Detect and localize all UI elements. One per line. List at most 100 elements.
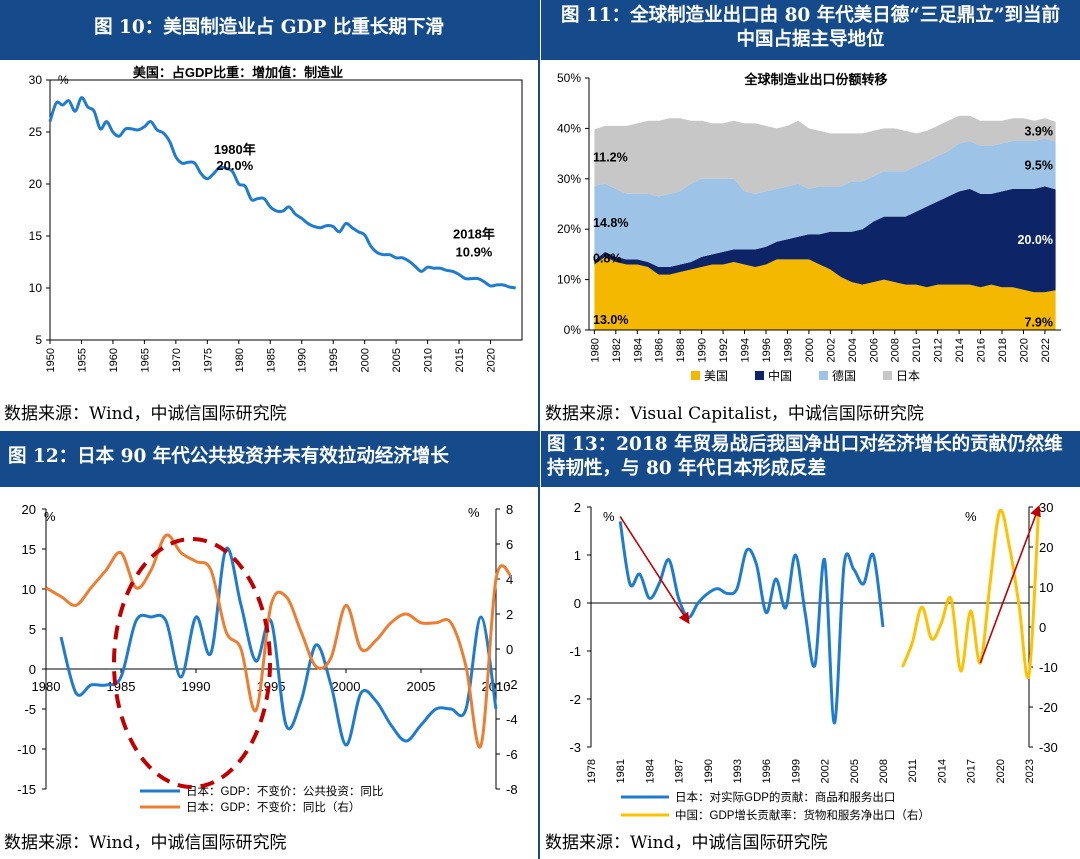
source-note: 数据来源：Wind，中诚信国际研究院 — [4, 833, 287, 853]
y-tick-label-right: -2 — [506, 677, 518, 692]
x-tick-label: 1975 — [202, 348, 214, 372]
annotation-value: 10.9% — [456, 245, 493, 260]
area-美国 — [594, 256, 1056, 330]
plot-frame — [49, 79, 523, 341]
legend-swatch — [691, 371, 700, 380]
panel-header: 图 11：全球制造业出口由 80 年代美日德“三足鼎立”到当前中国占据主导地位 — [541, 0, 1080, 60]
y-tick-label-right: -6 — [506, 747, 518, 762]
x-tick-label: 1985 — [265, 348, 277, 372]
y-tick-label: -1 — [569, 644, 581, 659]
y-tick-label: 30 — [29, 73, 43, 87]
x-tick-label: 1980 — [32, 679, 61, 694]
legend-label: 中国 — [768, 368, 792, 383]
x-tick-label: 1990 — [703, 759, 715, 783]
x-tick-label: 2012 — [933, 338, 945, 362]
area-日本 — [594, 115, 1056, 197]
y-tick-label-right: 4 — [506, 572, 513, 587]
legend-label: 中国：GDP增长贡献率：货物和服务净出口（右） — [675, 808, 930, 822]
y-tick-label: 15 — [29, 229, 43, 243]
x-tick-label: 2010 — [911, 338, 923, 362]
y-unit-right: % — [965, 509, 977, 524]
data-label: 0.8% — [593, 251, 622, 265]
area-德国 — [594, 138, 1056, 267]
x-tick-label: 1981 — [615, 759, 627, 783]
x-tick-label: 2000 — [360, 348, 372, 372]
series-line-2 — [45, 533, 513, 749]
data-label: 9.5% — [1025, 158, 1054, 172]
data-label: 11.2% — [593, 151, 628, 165]
x-tick-label: 1984 — [632, 338, 644, 362]
chart-fig11: 全球制造业出口份额转移 0% 10% 20% 30% 40% 50% 1980 1982 1984… — [557, 71, 1061, 383]
legend-label: 德国 — [832, 368, 856, 383]
x-tick-label: 2014 — [936, 759, 948, 783]
x-tick-label: 2005 — [391, 348, 403, 372]
x-tick-label: 2002 — [820, 759, 832, 783]
x-tick-label: 2017 — [966, 759, 978, 783]
x-tick-label: 1998 — [782, 338, 794, 362]
x-tick-label: 2016 — [976, 338, 988, 362]
y-tick-label-right: 6 — [506, 537, 513, 552]
x-tick-label: 1992 — [718, 338, 730, 362]
highlight-ellipse — [112, 537, 272, 789]
x-tick-label: 1985 — [107, 679, 136, 694]
y-tick-label: 5 — [29, 622, 36, 637]
y-tick-label: 5 — [35, 333, 42, 347]
x-tick-label: 1960 — [108, 348, 120, 372]
legend-swatch — [883, 371, 892, 380]
data-label: 20.0% — [1018, 233, 1053, 247]
chart-title: 全球制造业出口份额转移 — [743, 72, 887, 87]
chart-fig10: 美国：占GDP比重：增加值：制造业% 5 10 15 20 25 30 1950 1955 196… — [29, 65, 523, 372]
legend-label: 日本：GDP：不变价：公共投资：同比 — [186, 784, 383, 798]
y-tick-label: 10% — [557, 273, 581, 287]
x-tick-label: 1970 — [171, 348, 183, 372]
y-tick-label: 15 — [22, 542, 36, 557]
x-tick-label: 2011 — [907, 759, 919, 783]
y-tick-label: 0% — [564, 323, 582, 337]
y-tick-label-right: -20 — [1039, 700, 1058, 715]
y-tick-label: -10 — [17, 742, 36, 757]
annotation-label: 1980年 — [214, 142, 256, 157]
source-note: 数据来源：Wind，中诚信国际研究院 — [545, 833, 828, 853]
x-tick-label: 2006 — [868, 338, 880, 362]
x-tick-label: 1996 — [761, 338, 773, 362]
y-tick-label: 0 — [574, 596, 581, 611]
y-tick-label-right: 8 — [506, 502, 513, 517]
y-tick-label: 25 — [29, 125, 43, 139]
y-tick-label: 2 — [574, 500, 581, 515]
y-tick-label: 20 — [22, 502, 36, 517]
y-tick-label-right: 2 — [506, 607, 513, 622]
x-tick-label: 1950 — [45, 348, 57, 372]
x-tick-label: 2002 — [825, 338, 837, 362]
x-tick-label: 1987 — [674, 759, 686, 783]
x-tick-label: 2005 — [849, 759, 861, 783]
y-tick-label-right: 20 — [1039, 540, 1053, 555]
panel-fig10: 图 10：美国制造业占 GDP 比重长期下滑 美国：占GDP比重：增加值：制造业… — [0, 0, 538, 430]
x-tick-label: 2008 — [890, 338, 902, 362]
x-tick-label: 1999 — [790, 759, 802, 783]
x-tick-label: 1955 — [76, 348, 88, 372]
x-tick-label: 2023 — [1024, 759, 1036, 783]
x-tick-label: 1994 — [740, 338, 752, 362]
panel-fig13: 图 13：2018 年贸易战后我国净出口对经济增长的贡献仍然维持韧性，与 80 … — [541, 431, 1080, 859]
x-tick-label: 2005 — [407, 679, 436, 694]
y-tick-label: 30% — [557, 172, 581, 186]
annotation-label: 2018年 — [453, 227, 495, 242]
y-tick-label-right: 30 — [1039, 500, 1053, 515]
x-tick-label: 2020 — [486, 348, 498, 372]
panel-fig12: 图 12：日本 90 年代公共投资并未有效拉动经济增长 %% -15 -10 -5 0 5… — [0, 431, 538, 859]
series-line-1 — [59, 546, 498, 747]
legend-swatch — [819, 371, 828, 380]
y-tick-label: -3 — [569, 740, 581, 755]
x-tick-label: 1982 — [611, 338, 623, 362]
x-tick-label: 2018 — [997, 338, 1009, 362]
y-tick-label-right: 0 — [506, 642, 513, 657]
panel-header: 图 10：美国制造业占 GDP 比重长期下滑 — [0, 0, 538, 60]
y-tick-label-right: 0 — [1039, 620, 1046, 635]
chart-title: 美国：占GDP比重：增加值：制造业 — [133, 65, 343, 80]
x-tick-label: 2004 — [847, 338, 859, 362]
x-tick-label: 2000 — [804, 338, 816, 362]
y-tick-label-right: -10 — [1039, 660, 1058, 675]
y-tick-label-right: -30 — [1039, 740, 1058, 755]
x-tick-label: 1993 — [732, 759, 744, 783]
